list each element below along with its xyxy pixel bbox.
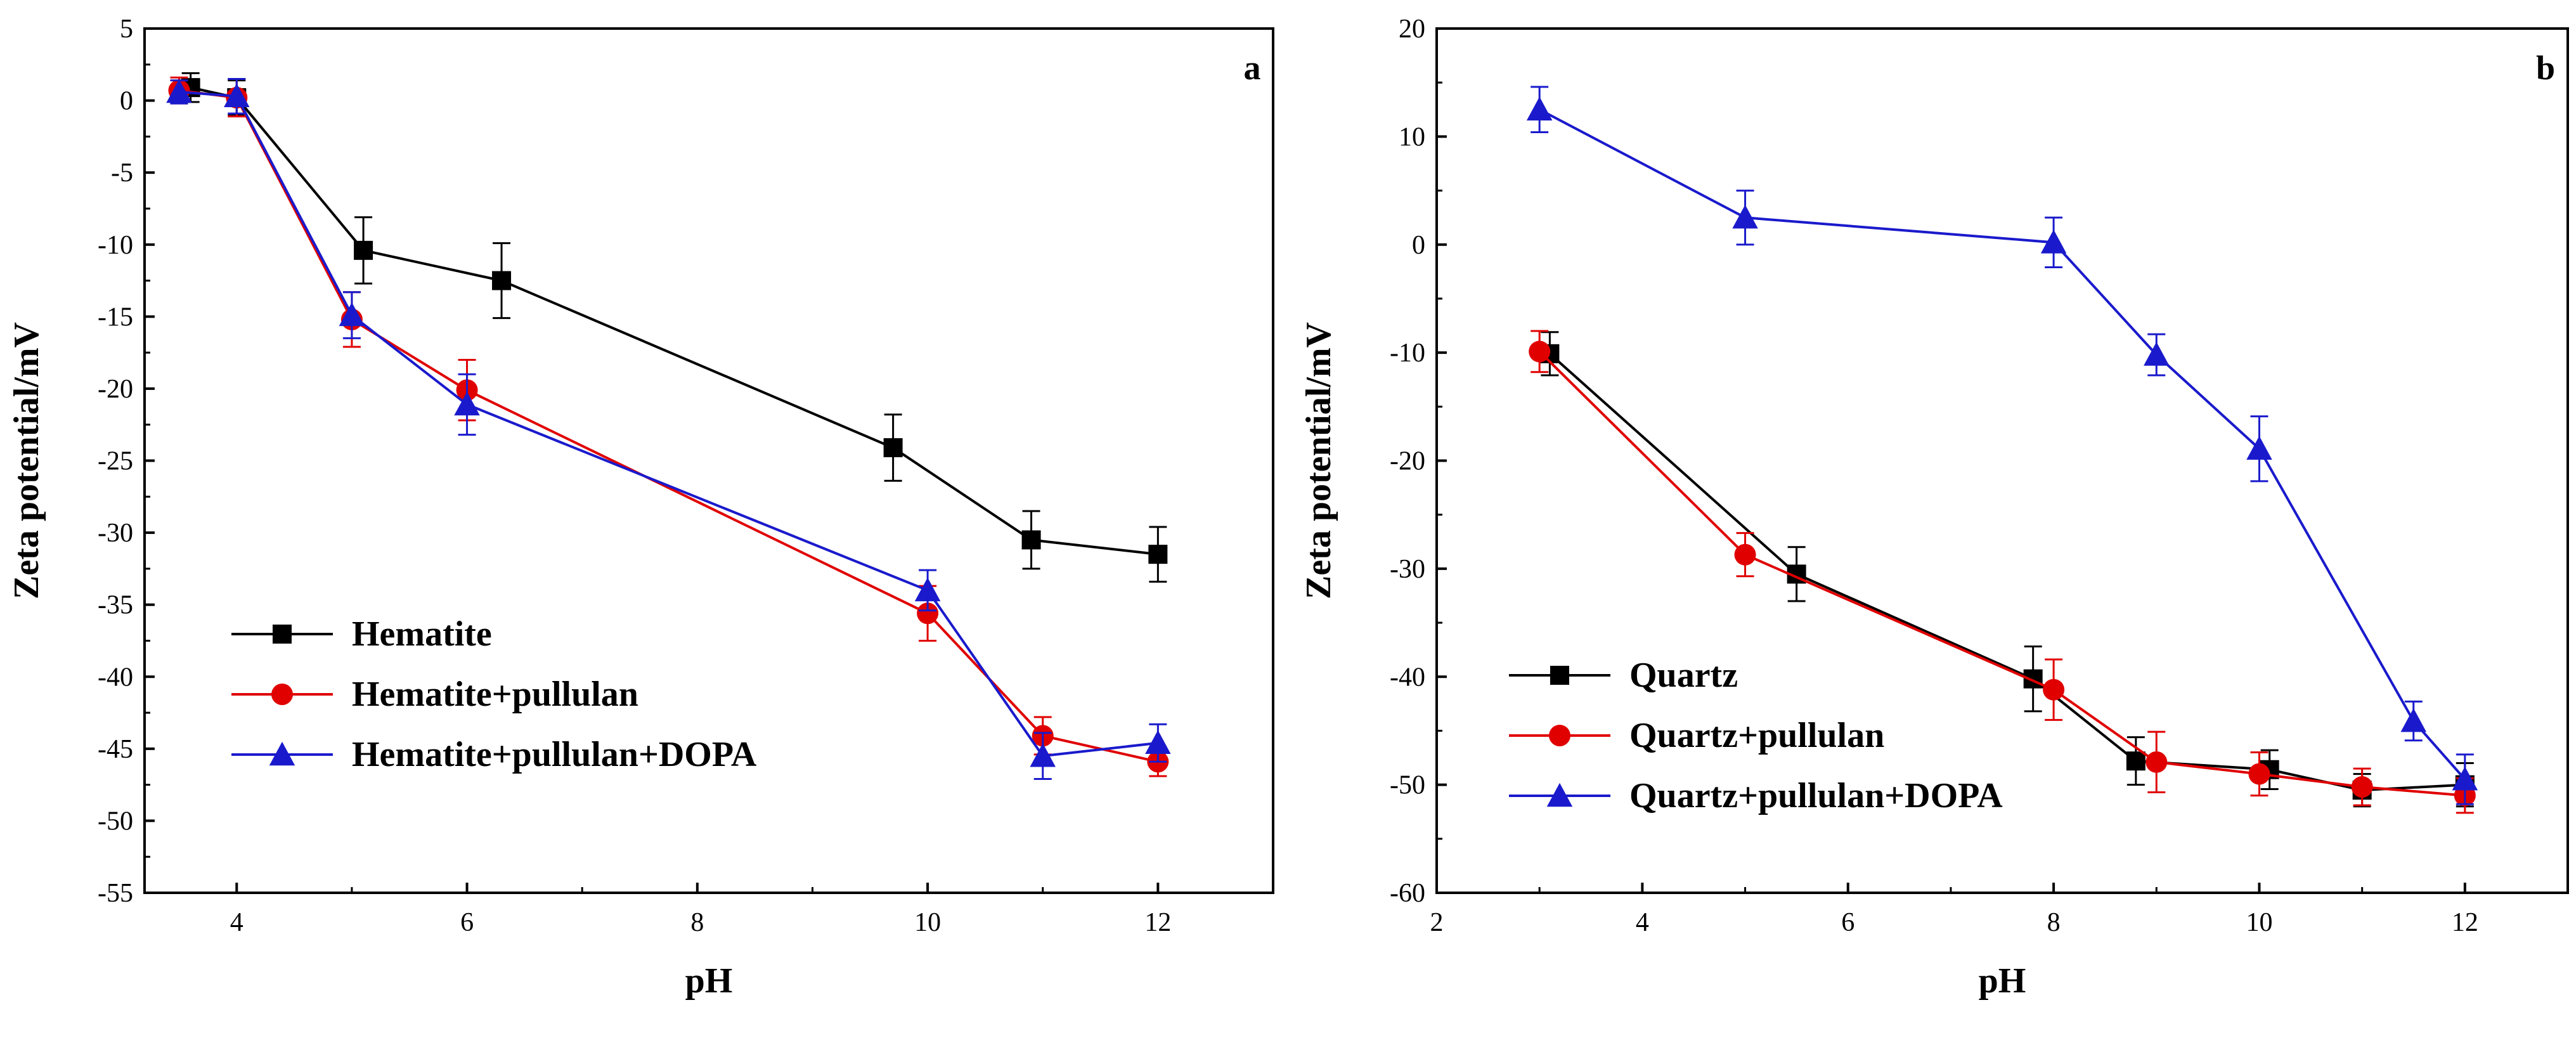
legend-marker — [1546, 782, 1573, 807]
x-tick-label: 6 — [1841, 908, 1854, 937]
panel-letter: b — [2536, 49, 2555, 87]
legend-marker — [271, 684, 293, 705]
data-point — [1148, 545, 1168, 564]
legend-entry: Hematite+pullulan — [231, 675, 638, 714]
x-tick-label: 12 — [2452, 908, 2478, 937]
data-point — [339, 302, 365, 327]
data-point — [2146, 751, 2168, 773]
data-point — [1734, 543, 1756, 566]
data-point — [2043, 678, 2065, 701]
y-tick-label: -35 — [98, 591, 133, 620]
y-tick-label: -20 — [1390, 447, 1425, 476]
y-tick-label: -10 — [1390, 339, 1425, 368]
data-point — [883, 438, 903, 458]
y-tick-label: 0 — [1412, 231, 1425, 260]
x-tick-label: 12 — [1144, 908, 1171, 937]
x-tick-label: 6 — [460, 908, 474, 937]
legend-label: Hematite+pullulan+DOPA — [352, 735, 757, 774]
series-circle — [168, 76, 1169, 777]
legend-label: Quartz+pullulan — [1629, 716, 1884, 755]
legend-marker — [269, 741, 295, 766]
legend-label: Quartz — [1629, 656, 1738, 695]
panel-letter: a — [1244, 49, 1261, 87]
series-line — [179, 89, 1158, 763]
data-point — [492, 271, 512, 290]
data-point — [1021, 530, 1041, 550]
legend-entry: Quartz+pullulan+DOPA — [1509, 776, 2003, 815]
data-point — [454, 391, 480, 416]
legend-marker — [1549, 725, 1570, 746]
legend-label: Quartz+pullulan+DOPA — [1629, 776, 2003, 815]
y-tick-label: -50 — [1390, 771, 1425, 800]
y-tick-label: -25 — [98, 447, 133, 476]
x-tick-label: 8 — [690, 908, 704, 937]
data-point — [1030, 743, 1056, 767]
series-triangle — [166, 78, 1171, 781]
y-tick-label: -45 — [98, 735, 133, 764]
x-tick-label: 8 — [2047, 908, 2061, 937]
series-line — [190, 86, 1158, 556]
legend-entry: Hematite+pullulan+DOPA — [231, 735, 757, 774]
data-point — [2144, 342, 2170, 366]
x-tick-label: 4 — [230, 908, 243, 937]
x-tick-label: 10 — [914, 908, 941, 937]
x-tick-label: 10 — [2246, 908, 2272, 937]
data-point — [1526, 96, 1553, 121]
data-point — [354, 240, 373, 260]
y-tick-label: -5 — [111, 159, 133, 188]
y-tick-label: -55 — [98, 879, 133, 908]
plot-frame — [1435, 27, 2569, 894]
y-axis-title: Zeta potential/mV — [1299, 322, 1338, 599]
y-tick-label: -10 — [98, 231, 133, 260]
y-axis-title: Zeta potential/mV — [7, 322, 46, 599]
y-tick-label: 0 — [120, 87, 133, 116]
panel-b: 20 10 0 -10 -20 -30 -40 -50 -602 4 6 8 10 12 Zeta pote… — [1299, 15, 2569, 1001]
data-point — [2246, 436, 2272, 460]
data-point — [917, 602, 939, 625]
series-square — [181, 72, 1168, 583]
y-tick-label: -40 — [1390, 663, 1425, 692]
series-circle — [1529, 330, 2476, 814]
legend-label: Hematite — [352, 614, 492, 654]
series-triangle — [1526, 86, 2478, 805]
y-tick-label: 20 — [1399, 15, 1425, 44]
x-tick-label: 4 — [1636, 908, 1649, 937]
y-tick-label: -30 — [98, 519, 133, 548]
series-line — [179, 90, 1158, 758]
data-point — [2126, 751, 2146, 771]
data-point — [2040, 230, 2067, 254]
y-tick-label: -40 — [98, 663, 133, 692]
data-point — [224, 83, 250, 108]
data-point — [2248, 763, 2270, 785]
y-tick-label: -30 — [1390, 555, 1425, 584]
legend-marker — [1550, 666, 1569, 685]
data-point — [2351, 776, 2373, 798]
data-point — [2400, 708, 2426, 732]
legend-entry: Quartz+pullulan — [1509, 716, 1884, 755]
legend-marker — [273, 625, 292, 644]
y-tick-label: -15 — [98, 302, 133, 332]
x-axis-title: pH — [1979, 961, 2026, 1001]
x-tick-label: 2 — [1430, 908, 1444, 937]
legend-label: Hematite+pullulan — [352, 675, 638, 714]
y-tick-label: -50 — [98, 807, 133, 836]
legend-entry: Hematite — [231, 614, 492, 654]
data-point — [166, 79, 192, 103]
y-tick-label: 10 — [1399, 122, 1425, 152]
panel-a: 5 0 -5 -10 -15 -20 -25 -30 -35 -40 -45 -50 -55 4 6 8 10 1… — [7, 15, 1274, 1001]
data-point — [2452, 766, 2478, 791]
y-tick-label: -60 — [1390, 879, 1425, 908]
y-tick-label: -20 — [98, 375, 133, 404]
legend-entry: Quartz — [1509, 656, 1738, 695]
data-point — [1145, 730, 1171, 754]
data-point — [1529, 341, 1551, 363]
y-tick-label: 5 — [120, 15, 133, 44]
data-point — [914, 577, 941, 602]
x-axis-title: pH — [685, 961, 733, 1001]
data-point — [1732, 204, 1758, 229]
